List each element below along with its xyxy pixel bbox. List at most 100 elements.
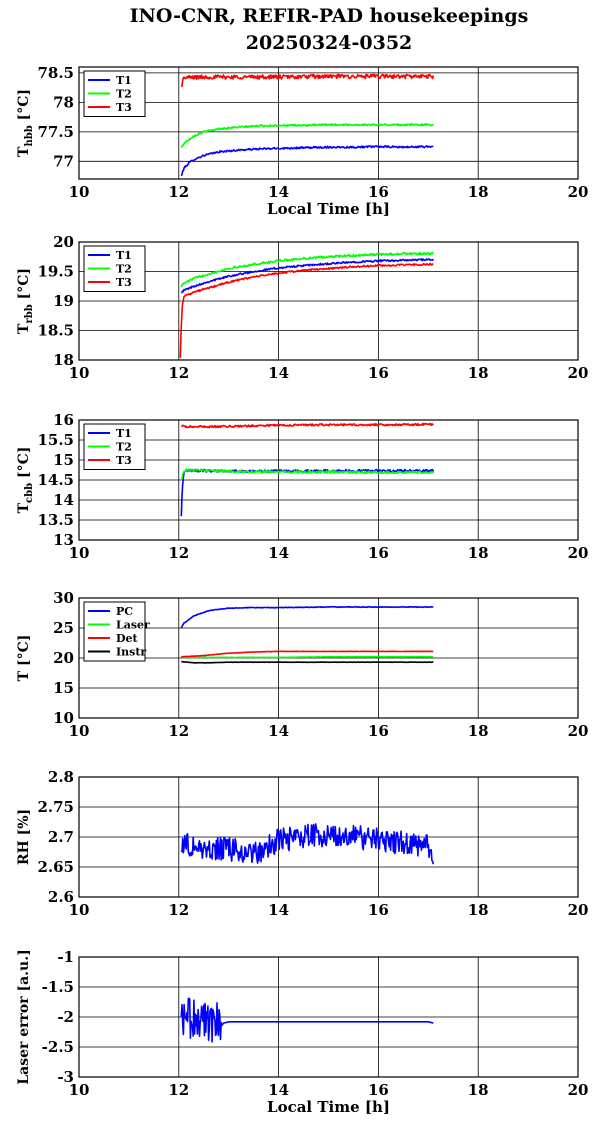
legend-label: PC — [116, 605, 133, 618]
x-tick-label: 20 — [568, 1081, 589, 1099]
plot-frame — [78, 66, 579, 180]
chart-panel-4: 10 12 14 16 18 20 10 15 20 25 30 T [°C] PCLaserDetIn… — [16, 589, 588, 740]
y-tick-label: -1 — [57, 948, 74, 966]
chart-panel-5: 10 12 14 16 18 20 2.6 2.65 2.7 2.75 2.8 RH [%] — [16, 768, 588, 919]
y-tick-label: 2.8 — [48, 768, 74, 786]
legend-label: T2 — [116, 88, 132, 101]
series-line-pc — [180, 605, 434, 629]
x-tick-label: 12 — [168, 1081, 189, 1099]
x-axis-label: Local Time [h] — [267, 1098, 390, 1116]
x-tick-label: 18 — [468, 183, 489, 201]
series-line-data — [180, 997, 434, 1043]
x-tick-label: 12 — [168, 544, 189, 562]
y-tick-label: 19.5 — [37, 263, 74, 281]
series-line-det — [181, 650, 434, 658]
legend-label: Instr — [116, 646, 146, 659]
y-tick-label: 15 — [53, 679, 74, 697]
figure-title-line2: 20250324-0352 — [246, 32, 413, 54]
y-axis-label: Laser error [a.u.] — [16, 949, 32, 1084]
legend-label: T1 — [116, 427, 132, 440]
x-tick-label: 16 — [368, 544, 389, 562]
y-tick-label: 20 — [53, 233, 74, 251]
legend-label: T3 — [116, 101, 132, 114]
x-tick-label: 20 — [568, 544, 589, 562]
x-tick-label: 14 — [268, 183, 289, 201]
plot-frame — [78, 956, 579, 1078]
y-tick-label: 15.5 — [37, 431, 74, 449]
legend-label: Laser — [116, 619, 150, 632]
plot-frame — [78, 241, 579, 361]
plot-frame — [78, 597, 579, 719]
y-tick-label: 30 — [53, 589, 74, 607]
x-tick-label: 20 — [568, 183, 589, 201]
legend-label: T1 — [116, 249, 132, 262]
x-tick-label: 10 — [69, 364, 90, 382]
y-tick-label: 13 — [53, 531, 74, 549]
legend-label: T2 — [116, 263, 132, 276]
x-tick-label: 16 — [368, 183, 389, 201]
x-tick-label: 18 — [468, 544, 489, 562]
x-tick-label: 12 — [168, 364, 189, 382]
y-axis-label: T [°C] — [16, 635, 32, 682]
series-line-t3 — [179, 262, 434, 358]
series-line-t3 — [181, 422, 434, 429]
y-tick-label: 2.6 — [48, 888, 74, 906]
series-line-data — [180, 823, 435, 865]
y-tick-label: 14 — [53, 491, 74, 509]
series-line-t1 — [180, 258, 434, 294]
x-tick-label: 18 — [468, 364, 489, 382]
y-tick-label: 77.5 — [37, 123, 74, 141]
y-tick-label: 16 — [53, 411, 74, 429]
legend-label: T3 — [116, 454, 132, 467]
series-line-t1 — [180, 145, 434, 177]
legend-label: Det — [116, 632, 139, 645]
x-tick-label: 16 — [368, 364, 389, 382]
x-tick-label: 14 — [268, 901, 289, 919]
x-tick-label: 10 — [69, 544, 90, 562]
x-tick-label: 12 — [168, 183, 189, 201]
x-tick-label: 14 — [268, 722, 289, 740]
x-tick-label: 10 — [69, 901, 90, 919]
y-tick-label: -2.5 — [42, 1038, 74, 1056]
panels-container: 10 12 14 16 18 20 77 77.5 78 78.5 Local Time [h] Th… — [16, 64, 588, 1116]
y-tick-label: 20 — [53, 649, 74, 667]
y-axis-label: RH [%] — [16, 809, 32, 865]
y-tick-label: 2.65 — [37, 858, 74, 876]
series-line-t3 — [180, 73, 435, 88]
x-tick-label: 10 — [69, 183, 90, 201]
chart-panel-6: 10 12 14 16 18 20 -3 -2.5 -2 -1.5 -1 Local Time [h]… — [16, 948, 588, 1116]
x-tick-label: 18 — [468, 722, 489, 740]
x-tick-label: 14 — [268, 1081, 289, 1099]
legend-label: T2 — [116, 441, 132, 454]
chart-panel-1: 10 12 14 16 18 20 77 77.5 78 78.5 Local Time [h] Th… — [16, 64, 588, 218]
x-tick-label: 20 — [568, 364, 589, 382]
y-axis-label: Thbb [°C] — [16, 89, 35, 157]
y-tick-label: 77 — [53, 152, 74, 170]
y-tick-label: -1.5 — [42, 978, 74, 996]
x-tick-label: 12 — [168, 901, 189, 919]
y-tick-label: 2.75 — [37, 798, 74, 816]
x-tick-label: 20 — [568, 722, 589, 740]
series-line-instr — [181, 660, 434, 664]
chart-panel-3: 10 12 14 16 18 20 13 13.5 14 14.5 15 15.5 16 Tcbb [°C… — [16, 411, 588, 562]
y-tick-label: -2 — [57, 1008, 74, 1026]
y-tick-label: 78 — [53, 93, 74, 111]
y-tick-label: 10 — [53, 709, 74, 727]
x-tick-label: 10 — [69, 722, 90, 740]
plot-frame — [78, 419, 579, 541]
x-tick-label: 10 — [69, 1081, 90, 1099]
y-axis-label: Trbb [°C] — [16, 268, 35, 334]
x-axis-label: Local Time [h] — [267, 200, 390, 218]
x-tick-label: 18 — [468, 901, 489, 919]
x-tick-label: 20 — [568, 901, 589, 919]
y-tick-label: 25 — [53, 619, 74, 637]
figure-title-line1: INO-CNR, REFIR-PAD housekeepings — [130, 5, 529, 27]
y-tick-label: 18.5 — [37, 322, 74, 340]
x-tick-label: 14 — [268, 364, 289, 382]
y-tick-label: 2.7 — [48, 828, 74, 846]
y-tick-label: 14.5 — [37, 471, 74, 489]
